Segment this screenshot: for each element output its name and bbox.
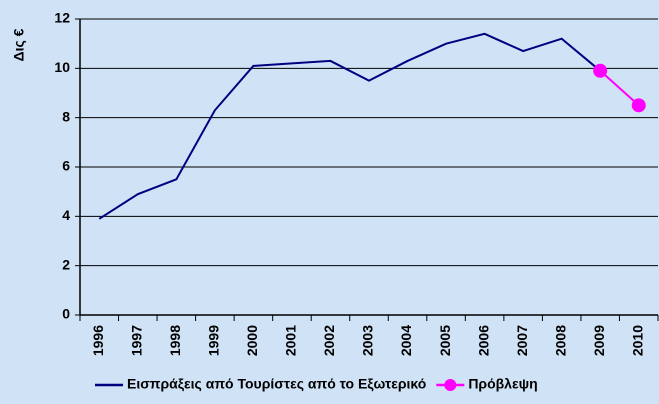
x-tick-label: 2006 (475, 325, 491, 356)
series-line (599, 70, 640, 107)
y-tick-label: 8 (62, 108, 70, 124)
x-tick-label: 2003 (360, 325, 376, 356)
x-tick-label: 2008 (552, 325, 568, 356)
x-tick-label: 1998 (167, 325, 183, 356)
x-tick-label: 2005 (437, 325, 453, 356)
y-tick-label: 10 (54, 59, 70, 75)
legend-marker (444, 379, 457, 391)
y-tick-label: 12 (54, 10, 70, 26)
x-tick-label: 2009 (591, 325, 607, 356)
x-tick-label: 2010 (629, 325, 645, 356)
legend-label: Εισπράξεις από Τουρίστες από το Εξωτερικ… (127, 376, 426, 392)
x-tick-label: 2001 (283, 325, 299, 356)
x-tick-label: 2004 (398, 325, 414, 356)
x-tick-label: 2002 (321, 325, 337, 356)
y-tick-label: 2 (62, 256, 70, 272)
x-tick-label: 1996 (90, 325, 106, 356)
point (631, 98, 646, 113)
legend-label: Πρόβλεψη (468, 376, 537, 392)
x-tick-label: 2000 (244, 325, 260, 356)
point (593, 63, 608, 78)
y-tick-label: 6 (62, 158, 70, 174)
y-tick-label: 4 (62, 207, 70, 223)
series-line (98, 32, 601, 220)
y-axis-label: Δις € (11, 28, 27, 61)
y-tick-label: 0 (62, 306, 70, 322)
x-tick-label: 2007 (514, 325, 530, 356)
x-tick-label: 1997 (129, 325, 145, 356)
x-tick-label: 1999 (206, 325, 222, 356)
